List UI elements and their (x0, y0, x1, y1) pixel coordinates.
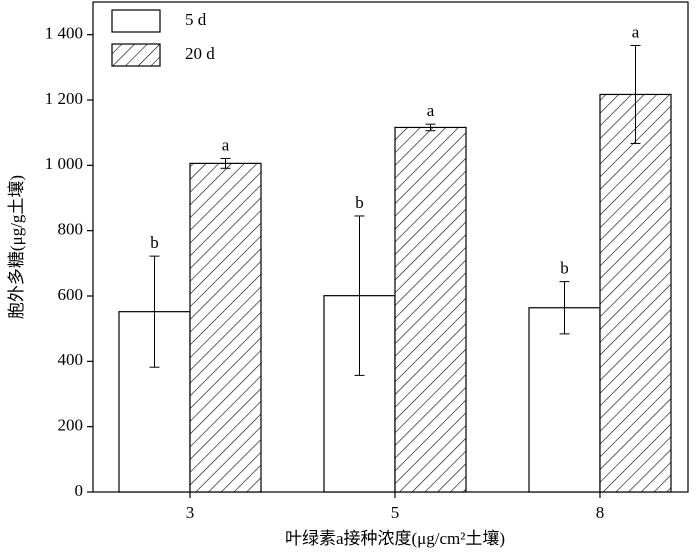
y-tick-label: 800 (58, 220, 84, 239)
y-tick-label: 1 200 (45, 89, 83, 108)
y-tick-label: 600 (58, 285, 84, 304)
y-tick-label: 0 (75, 481, 84, 500)
y-tick-label: 200 (58, 416, 84, 435)
bar (528, 307, 601, 493)
legend-swatch (111, 43, 161, 67)
y-tick-label: 1 000 (45, 154, 83, 173)
bar (189, 162, 262, 493)
y-tick-label: 400 (58, 350, 84, 369)
significance-letter: a (427, 101, 435, 120)
x-tick-label: 8 (596, 503, 605, 522)
x-tick-label: 5 (391, 503, 400, 522)
bar (599, 93, 672, 493)
significance-letter: b (150, 233, 159, 252)
bar (394, 126, 467, 493)
legend-label: 5 d (185, 10, 207, 29)
legend-swatch (111, 9, 161, 33)
y-axis-label: 胞外多糖(μg/g土壤) (6, 175, 26, 319)
x-tick-label: 3 (186, 503, 195, 522)
significance-letter: b (560, 259, 569, 278)
x-axis-label: 叶绿素a接种浓度(μg/cm²土壤) (285, 528, 505, 548)
significance-letter: b (355, 193, 364, 212)
significance-letter: a (222, 135, 230, 154)
significance-letter: a (632, 22, 640, 41)
y-tick-label: 1 400 (45, 24, 83, 43)
legend-label: 20 d (185, 44, 215, 63)
